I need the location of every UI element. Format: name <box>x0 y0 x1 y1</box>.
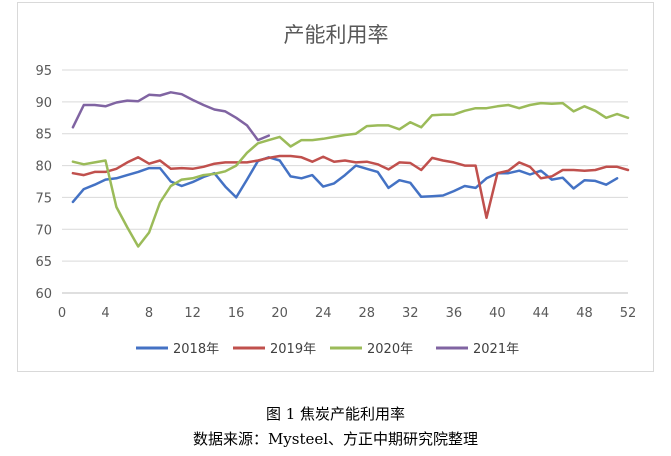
x-tick-label: 36 <box>446 306 463 321</box>
x-axis-tick-labels: 0 4 8 12 16 20 24 28 32 36 40 44 48 52 <box>58 306 636 321</box>
series-line-2 <box>71 154 630 220</box>
x-tick-label: 28 <box>358 306 375 321</box>
chart-title: 产能利用率 <box>284 23 389 47</box>
legend-label-1: 2018年 <box>173 342 219 357</box>
legend-label-2: 2019年 <box>270 342 316 357</box>
legend: 2018年 2019年 2020年 2021年 <box>136 342 519 357</box>
series-lines <box>71 91 630 248</box>
y-tick-label: 70 <box>35 223 52 238</box>
legend-label-4: 2021年 <box>473 342 519 357</box>
y-tick-label: 65 <box>35 255 52 270</box>
x-tick-label: 0 <box>58 306 66 321</box>
x-tick-label: 20 <box>271 306 288 321</box>
y-tick-label: 75 <box>35 191 52 206</box>
series-line-1 <box>71 156 619 204</box>
y-tick-label: 90 <box>35 96 52 111</box>
chart-frame <box>17 2 654 372</box>
source-caption: 数据来源：Mysteel、方正中期研究院整理 <box>192 430 479 448</box>
y-tick-label: 85 <box>35 128 52 143</box>
x-tick-label: 48 <box>576 306 593 321</box>
y-tick-label: 60 <box>35 287 52 302</box>
series-line-4 <box>71 91 271 142</box>
y-axis-tick-labels: 60 65 70 75 80 85 90 95 <box>35 64 52 302</box>
x-tick-label: 40 <box>489 306 506 321</box>
figure-caption: 图 1 焦炭产能利用率 <box>265 405 406 423</box>
series-line-3 <box>71 101 630 248</box>
x-tick-label: 8 <box>145 306 153 321</box>
x-tick-label: 52 <box>620 306 637 321</box>
x-tick-label: 16 <box>228 306 245 321</box>
gridlines <box>62 69 628 294</box>
legend-label-3: 2020年 <box>367 342 413 357</box>
x-tick-label: 24 <box>315 306 332 321</box>
y-tick-label: 95 <box>35 64 52 79</box>
x-tick-label: 44 <box>533 306 550 321</box>
x-tick-label: 4 <box>101 306 109 321</box>
y-tick-label: 80 <box>35 160 52 175</box>
x-tick-label: 32 <box>402 306 419 321</box>
x-tick-label: 12 <box>184 306 201 321</box>
